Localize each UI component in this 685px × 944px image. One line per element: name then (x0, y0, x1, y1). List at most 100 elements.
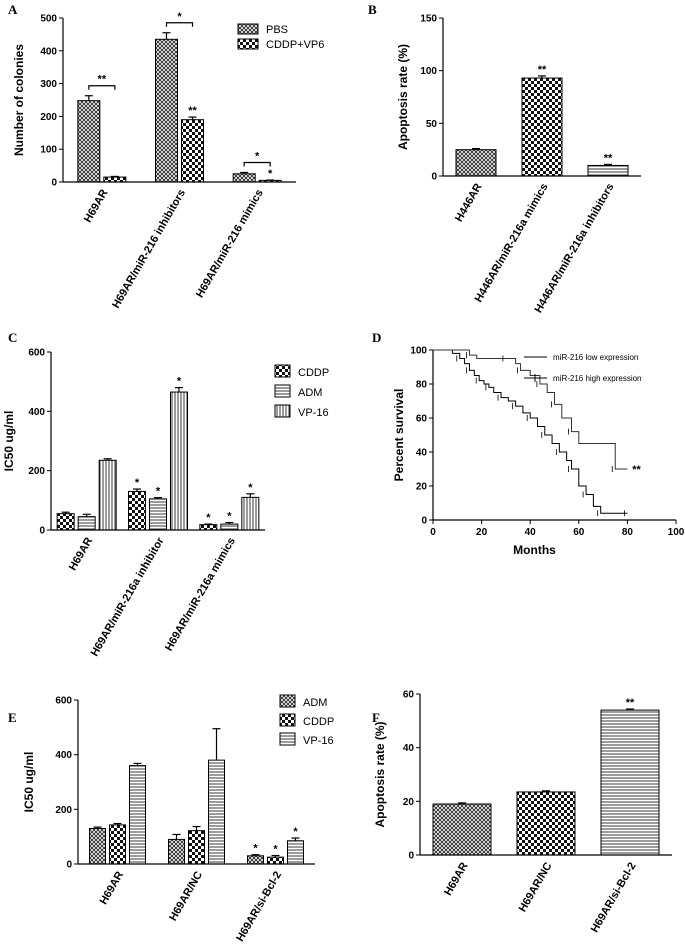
bar (267, 856, 284, 865)
x-category-label: H69AR (82, 187, 110, 224)
panel-letter: E (8, 710, 17, 725)
bar (181, 119, 204, 183)
significance-star: * (248, 482, 253, 494)
x-axis-label: Months (513, 543, 556, 557)
chart-panel-d: D 0 20 40 60 80 100 0 20 40 60 80 100 Months Percent s… (372, 330, 685, 557)
legend-label: ADM (298, 387, 322, 399)
x-tick-label: 80 (622, 527, 634, 538)
y-axis-label: Percent survival (392, 389, 406, 482)
y-tick-label: 20 (403, 797, 415, 808)
x-category-label: H69AR/NC (167, 869, 205, 923)
x-tick-label: 40 (525, 527, 537, 538)
x-category-label: H69AR (442, 860, 470, 897)
bar (77, 516, 96, 531)
survival-curve (433, 349, 628, 470)
significance-star: * (135, 477, 140, 489)
x-category-label: H69AR (67, 535, 95, 572)
legend-swatch (237, 38, 259, 50)
panel-letter: A (8, 2, 18, 17)
significance-star: * (268, 168, 273, 180)
bar (89, 827, 106, 865)
y-tick-label: 500 (40, 14, 57, 25)
legend-swatch (279, 713, 296, 727)
y-axis-label: Number of colonies (12, 44, 26, 156)
bar (587, 164, 629, 177)
bar (220, 523, 239, 531)
bar (432, 803, 492, 856)
bar (129, 765, 146, 865)
significance-star: * (227, 511, 232, 523)
legend-swatch (279, 694, 296, 708)
y-tick-label: 100 (40, 145, 57, 156)
y-tick-label: 600 (55, 696, 72, 707)
y-tick-label: 0 (66, 860, 72, 871)
panel-letter: D (372, 330, 381, 345)
x-tick-label: 100 (668, 527, 685, 538)
legend-label: VP-16 (298, 407, 329, 419)
legend-label: CDDP+VP6 (266, 39, 324, 51)
significance-bracket (243, 161, 271, 167)
bar (241, 496, 260, 531)
significance-star: * (273, 844, 278, 856)
bar (247, 855, 264, 865)
bar (109, 824, 126, 865)
legend-label: VP-16 (303, 735, 334, 747)
y-tick-label: 0 (39, 526, 45, 537)
y-axis-label: Apoptosis rate (%) (396, 44, 410, 150)
bar (103, 176, 127, 183)
chart-panel-c: C H69AR * * * H69AR/miR-216a inhibitor * * * H69A… (2, 330, 329, 658)
chart-panel-b: B H446AR ** H446AR/miR-216a mimics ** H446AR/… (368, 2, 641, 315)
x-tick-label: 20 (476, 527, 488, 538)
x-category-label: H446AR/miR-216a inhibitors (533, 182, 617, 316)
y-tick-label: 200 (28, 466, 45, 477)
y-tick-label: 60 (416, 414, 428, 425)
significance-star: ** (632, 464, 641, 476)
bar (455, 149, 497, 177)
chart-panel-f: F H69AR H69AR/NC ** H69AR/si-Bcl-2 0 20 40 60 Apo… (372, 690, 672, 935)
legend-swatch (279, 732, 296, 746)
y-axis-label: Apoptosis rate (%) (373, 721, 387, 827)
y-tick-label: 150 (420, 14, 437, 25)
legend-label: CDDP (303, 716, 334, 728)
bar (287, 840, 304, 865)
chart-panel-e: E H69AR H69AR/NC * * * H69AR/si-Bcl-2 0 200 400 60… (8, 694, 334, 944)
y-tick-label: 0 (421, 516, 427, 527)
panel-letter: C (8, 330, 17, 345)
legend-label: miR-216 high expression (553, 374, 642, 383)
y-tick-label: 400 (28, 407, 45, 418)
bar (155, 38, 178, 183)
x-category-label: H69AR/si-Bcl-2 (234, 870, 284, 944)
significance-star: * (177, 376, 182, 388)
y-tick-label: 200 (55, 805, 72, 816)
x-tick-label: 60 (573, 527, 585, 538)
legend-label: ADM (303, 697, 327, 709)
bar (516, 791, 576, 856)
bar (168, 838, 185, 865)
y-tick-label: 60 (403, 690, 415, 701)
bar (232, 173, 256, 183)
x-category-label: H69AR/miR-216a inhibitor (89, 535, 167, 659)
y-tick-label: 0 (431, 172, 437, 183)
significance-bracket (165, 22, 194, 27)
legend-label: CDDP (298, 367, 329, 379)
significance-star: ** (604, 152, 613, 164)
x-category-label: H446AR/miR-216a mimics (473, 182, 551, 305)
significance-star: * (293, 826, 298, 838)
y-tick-label: 300 (40, 79, 57, 90)
bar (188, 830, 205, 865)
significance-star: * (206, 512, 211, 524)
panel-letter: B (368, 2, 377, 17)
significance-star: * (156, 486, 161, 498)
x-category-label: H69AR/miR-216 inhibitors (110, 188, 188, 311)
bar (77, 100, 101, 183)
x-category-label: H69AR/miR-216 mimics (194, 188, 266, 300)
bar (199, 524, 218, 531)
legend-swatch (274, 364, 291, 378)
y-axis-label: IC50 ug/ml (22, 752, 36, 813)
legend-label: miR-216 low expression (553, 353, 638, 362)
bar (56, 513, 75, 531)
y-tick-label: 0 (51, 178, 57, 189)
x-category-label: H446AR (453, 181, 485, 224)
